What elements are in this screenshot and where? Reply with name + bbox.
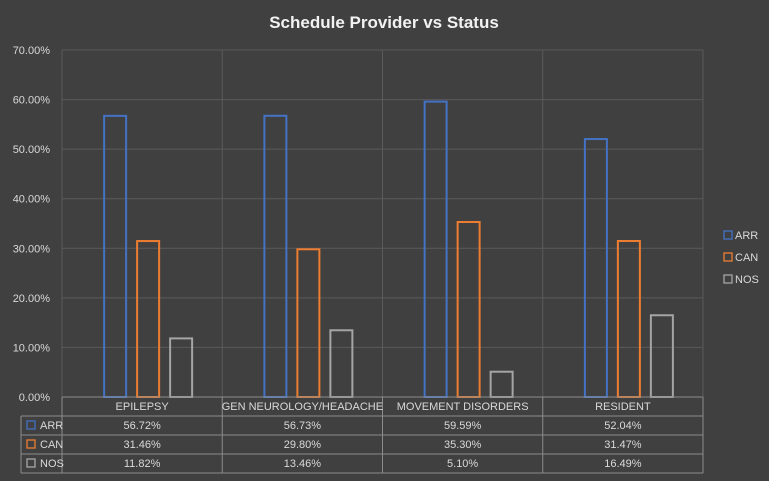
y-tick-label: 10.00% xyxy=(13,342,51,354)
bar-nos xyxy=(329,329,354,398)
data-label: 56.73% xyxy=(284,420,322,432)
bar-arr xyxy=(263,114,288,399)
bar-can xyxy=(136,240,161,398)
data-label: 59.59% xyxy=(444,420,482,432)
y-tick-label: 30.00% xyxy=(13,243,51,255)
y-tick-label: 20.00% xyxy=(13,293,51,305)
data-label: 29.80% xyxy=(284,439,322,451)
y-axis-ticks: 0.00% 10.00% 20.00% 30.00% 40.00% 50.00% 60.00… xyxy=(13,45,51,404)
table-series-key xyxy=(26,420,36,430)
data-label: 13.46% xyxy=(284,458,322,470)
y-tick-label: 70.00% xyxy=(13,45,51,57)
x-category-label: EPILEPSY xyxy=(116,401,170,413)
y-tick-label: 50.00% xyxy=(13,144,51,156)
data-table: EPILEPSY GEN NEUROLOGY/HEADACHE MOVEMENT D… xyxy=(20,396,704,474)
data-label: 16.49% xyxy=(604,458,642,470)
legend-label: NOS xyxy=(735,274,759,286)
table-series-name: ARR xyxy=(40,420,63,432)
chart-title: Schedule Provider vs Status xyxy=(269,13,499,32)
data-label: 56.72% xyxy=(123,420,161,432)
data-label: 5.10% xyxy=(447,458,478,470)
data-label: 52.04% xyxy=(604,420,642,432)
legend-label: ARR xyxy=(735,230,758,242)
table-series-name: NOS xyxy=(40,458,64,470)
y-tick-label: 60.00% xyxy=(13,95,51,107)
x-category-label: MOVEMENT DISORDERS xyxy=(397,401,529,413)
bar-can xyxy=(616,239,641,398)
data-label: 31.47% xyxy=(604,439,642,451)
y-tick-label: 0.00% xyxy=(19,392,50,404)
x-category-label: GEN NEUROLOGY/HEADACHE xyxy=(222,401,383,413)
bar-nos xyxy=(649,314,674,398)
grid xyxy=(61,49,704,398)
data-label: 31.46% xyxy=(123,439,161,451)
table-series-key xyxy=(26,458,36,468)
bar-arr xyxy=(583,138,608,399)
table-series-key xyxy=(26,439,36,449)
legend: ARR CAN NOS xyxy=(723,230,759,286)
table-series-name: CAN xyxy=(40,439,63,451)
bars xyxy=(103,100,674,399)
bar-can xyxy=(296,248,321,398)
data-label: 11.82% xyxy=(124,458,161,470)
legend-key xyxy=(723,230,733,240)
legend-label: CAN xyxy=(735,252,758,264)
bar-arr xyxy=(423,100,448,399)
legend-key xyxy=(723,252,733,262)
bar-nos xyxy=(489,370,514,398)
legend-key xyxy=(723,274,733,284)
x-category-label: RESIDENT xyxy=(595,401,651,413)
y-tick-label: 40.00% xyxy=(13,194,51,206)
bar-arr xyxy=(103,114,128,398)
data-label: 35.30% xyxy=(444,439,482,451)
